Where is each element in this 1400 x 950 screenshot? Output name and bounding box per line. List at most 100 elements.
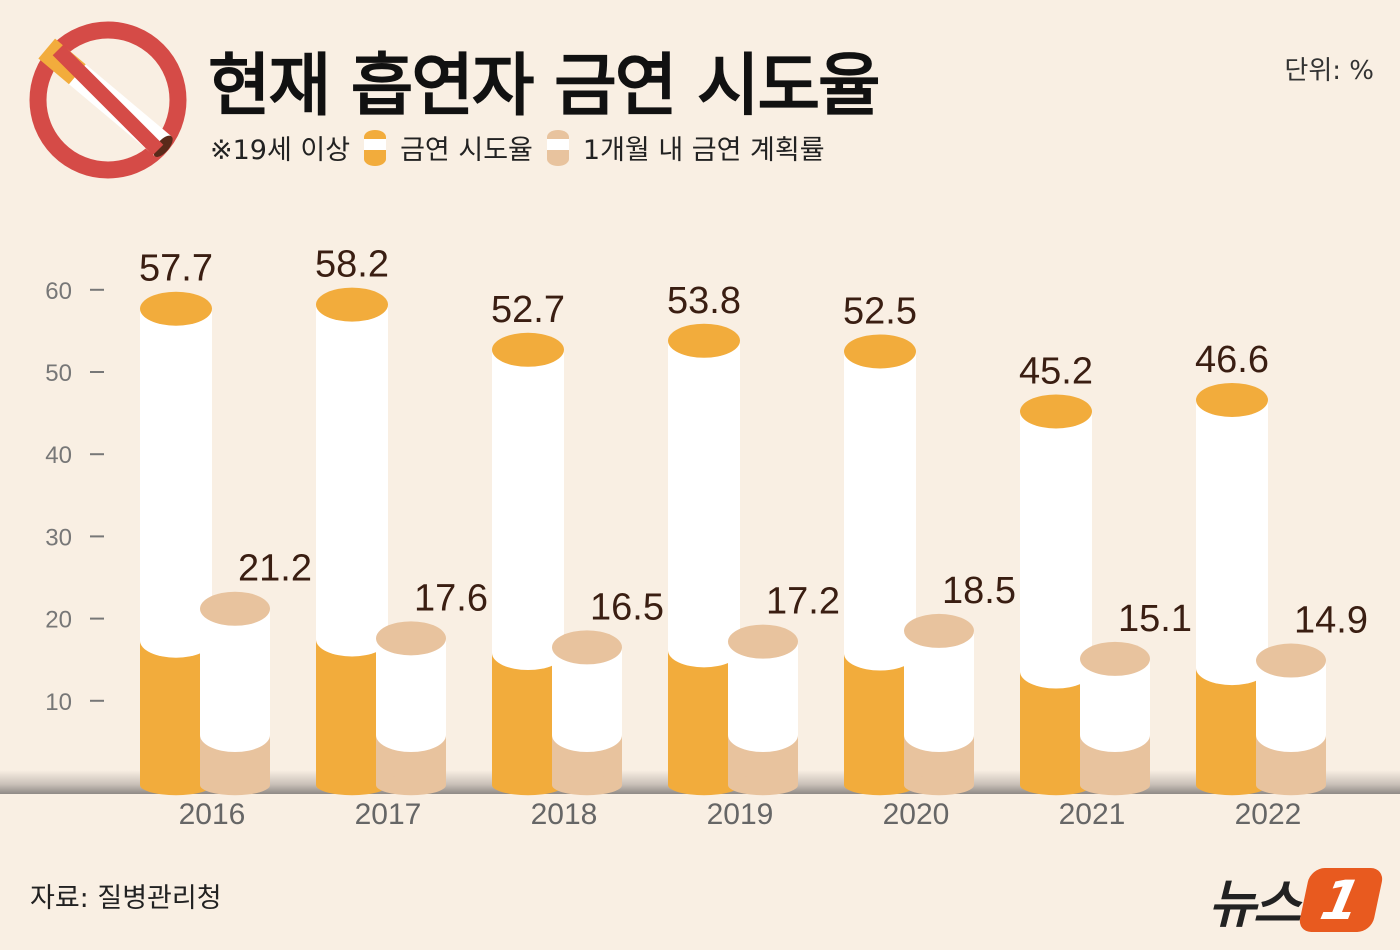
unit-label: 단위: % bbox=[1284, 56, 1374, 86]
bar-body-edge bbox=[140, 623, 212, 658]
logo: 뉴스 1 bbox=[1208, 862, 1385, 937]
bar-attempt bbox=[844, 334, 916, 796]
y-tick-label: 30 bbox=[45, 524, 72, 551]
data-label-attempt: 52.5 bbox=[843, 290, 917, 332]
bar-body-edge bbox=[844, 636, 916, 671]
bar-top bbox=[200, 591, 270, 626]
x-tick-label: 2016 bbox=[179, 798, 246, 831]
data-label-attempt: 53.8 bbox=[667, 280, 741, 322]
data-label-plan: 17.6 bbox=[414, 577, 488, 619]
bar-plan bbox=[200, 591, 270, 796]
bar-body-edge bbox=[728, 718, 798, 752]
bar-attempt bbox=[1020, 394, 1092, 796]
y-tick-label: 60 bbox=[45, 278, 72, 305]
logo-mark: 1 bbox=[1297, 867, 1385, 932]
x-tick-label: 2022 bbox=[1235, 798, 1302, 831]
bar-bottom bbox=[1256, 774, 1326, 796]
bar-body-edge bbox=[316, 622, 388, 657]
x-tick-label: 2018 bbox=[531, 798, 598, 831]
data-label-plan: 16.5 bbox=[590, 586, 664, 628]
bar-body-edge bbox=[668, 633, 740, 668]
data-label-plan: 15.1 bbox=[1118, 598, 1192, 640]
bar-body bbox=[904, 630, 974, 735]
bar-bottom bbox=[140, 774, 212, 796]
legend-label-plan: 1개월 내 금연 계획률 bbox=[582, 135, 825, 166]
bar-bottom bbox=[668, 774, 740, 796]
bar-body-edge bbox=[1256, 718, 1326, 752]
bar-body bbox=[844, 351, 916, 654]
bar-bottom bbox=[200, 774, 270, 796]
data-label-attempt: 57.7 bbox=[139, 248, 213, 290]
legend: ※19세 이상 금연 시도율 1개월 내 금연 계획률 bbox=[210, 128, 825, 167]
bar-plan bbox=[904, 613, 974, 796]
bar-top bbox=[668, 323, 740, 358]
bar-bottom bbox=[1196, 774, 1268, 796]
y-tick-label: 20 bbox=[45, 607, 72, 634]
x-tick-label: 2017 bbox=[355, 798, 422, 831]
data-label-attempt: 46.6 bbox=[1195, 339, 1269, 381]
bar-top bbox=[552, 630, 622, 665]
bar-bottom bbox=[844, 774, 916, 796]
legend-swatch-plan bbox=[546, 129, 569, 166]
bar-top bbox=[904, 613, 974, 648]
bar-plan bbox=[728, 624, 798, 796]
bar-bottom bbox=[492, 774, 564, 796]
page-title: 현재 흡연자 금연 시도율 bbox=[208, 47, 881, 126]
bar-body-edge bbox=[1080, 718, 1150, 752]
y-tick-label: 40 bbox=[45, 442, 72, 469]
data-label-attempt: 45.2 bbox=[1019, 350, 1093, 392]
bar-body bbox=[1020, 411, 1092, 672]
bar-body bbox=[140, 308, 212, 641]
bar-body-edge bbox=[376, 718, 446, 752]
bar-plan bbox=[552, 630, 622, 796]
data-label-plan: 14.9 bbox=[1294, 600, 1368, 642]
bar-body bbox=[1196, 399, 1268, 669]
bar-bottom bbox=[376, 774, 446, 796]
data-label-attempt: 58.2 bbox=[315, 244, 389, 286]
y-tick-label: 50 bbox=[45, 360, 72, 387]
bar-top bbox=[1196, 382, 1268, 417]
logo-text: 뉴스 bbox=[1208, 875, 1301, 935]
x-tick-label: 2021 bbox=[1059, 798, 1126, 831]
data-label-plan: 21.2 bbox=[238, 548, 312, 590]
bar-top bbox=[140, 291, 212, 326]
bar-body-edge bbox=[904, 718, 974, 752]
bar-body-edge bbox=[1020, 654, 1092, 689]
bar-body-edge bbox=[1196, 651, 1268, 686]
bar-bottom bbox=[904, 774, 974, 796]
bar-top bbox=[728, 624, 798, 659]
bar-plan bbox=[376, 621, 446, 796]
legend-label-attempt: 금연 시도율 bbox=[400, 135, 533, 166]
bar-bottom bbox=[1020, 774, 1092, 796]
legend-swatch-attempt bbox=[364, 129, 387, 166]
note: ※19세 이상 bbox=[210, 135, 351, 166]
bar-top bbox=[1020, 394, 1092, 429]
bar-body bbox=[316, 304, 388, 640]
bar-body-edge bbox=[552, 718, 622, 752]
bar-bottom bbox=[552, 774, 622, 796]
bar-top bbox=[844, 334, 916, 369]
bar-bottom bbox=[316, 774, 388, 796]
bar-top bbox=[316, 287, 388, 322]
bar-top bbox=[1256, 643, 1326, 678]
bar-body bbox=[668, 340, 740, 651]
bar-body bbox=[200, 608, 270, 735]
bar-plan bbox=[1080, 641, 1150, 796]
data-label-plan: 17.2 bbox=[766, 581, 840, 623]
bar-top bbox=[492, 332, 564, 367]
bar-attempt bbox=[668, 323, 740, 796]
bar-top bbox=[376, 621, 446, 656]
x-tick-label: 2020 bbox=[883, 798, 950, 831]
x-tick-label: 2019 bbox=[707, 798, 774, 831]
bar-body-edge bbox=[492, 636, 564, 671]
source: 자료: 질병관리청 bbox=[30, 883, 222, 914]
y-tick-label: 10 bbox=[45, 689, 72, 716]
bar-top bbox=[1080, 641, 1150, 676]
bar-plan bbox=[1256, 643, 1326, 796]
bar-bottom bbox=[1080, 774, 1150, 796]
data-label-plan: 18.5 bbox=[942, 570, 1016, 612]
bar-bottom bbox=[728, 774, 798, 796]
bar-body bbox=[492, 349, 564, 654]
no-smoking-icon bbox=[29, 21, 187, 179]
